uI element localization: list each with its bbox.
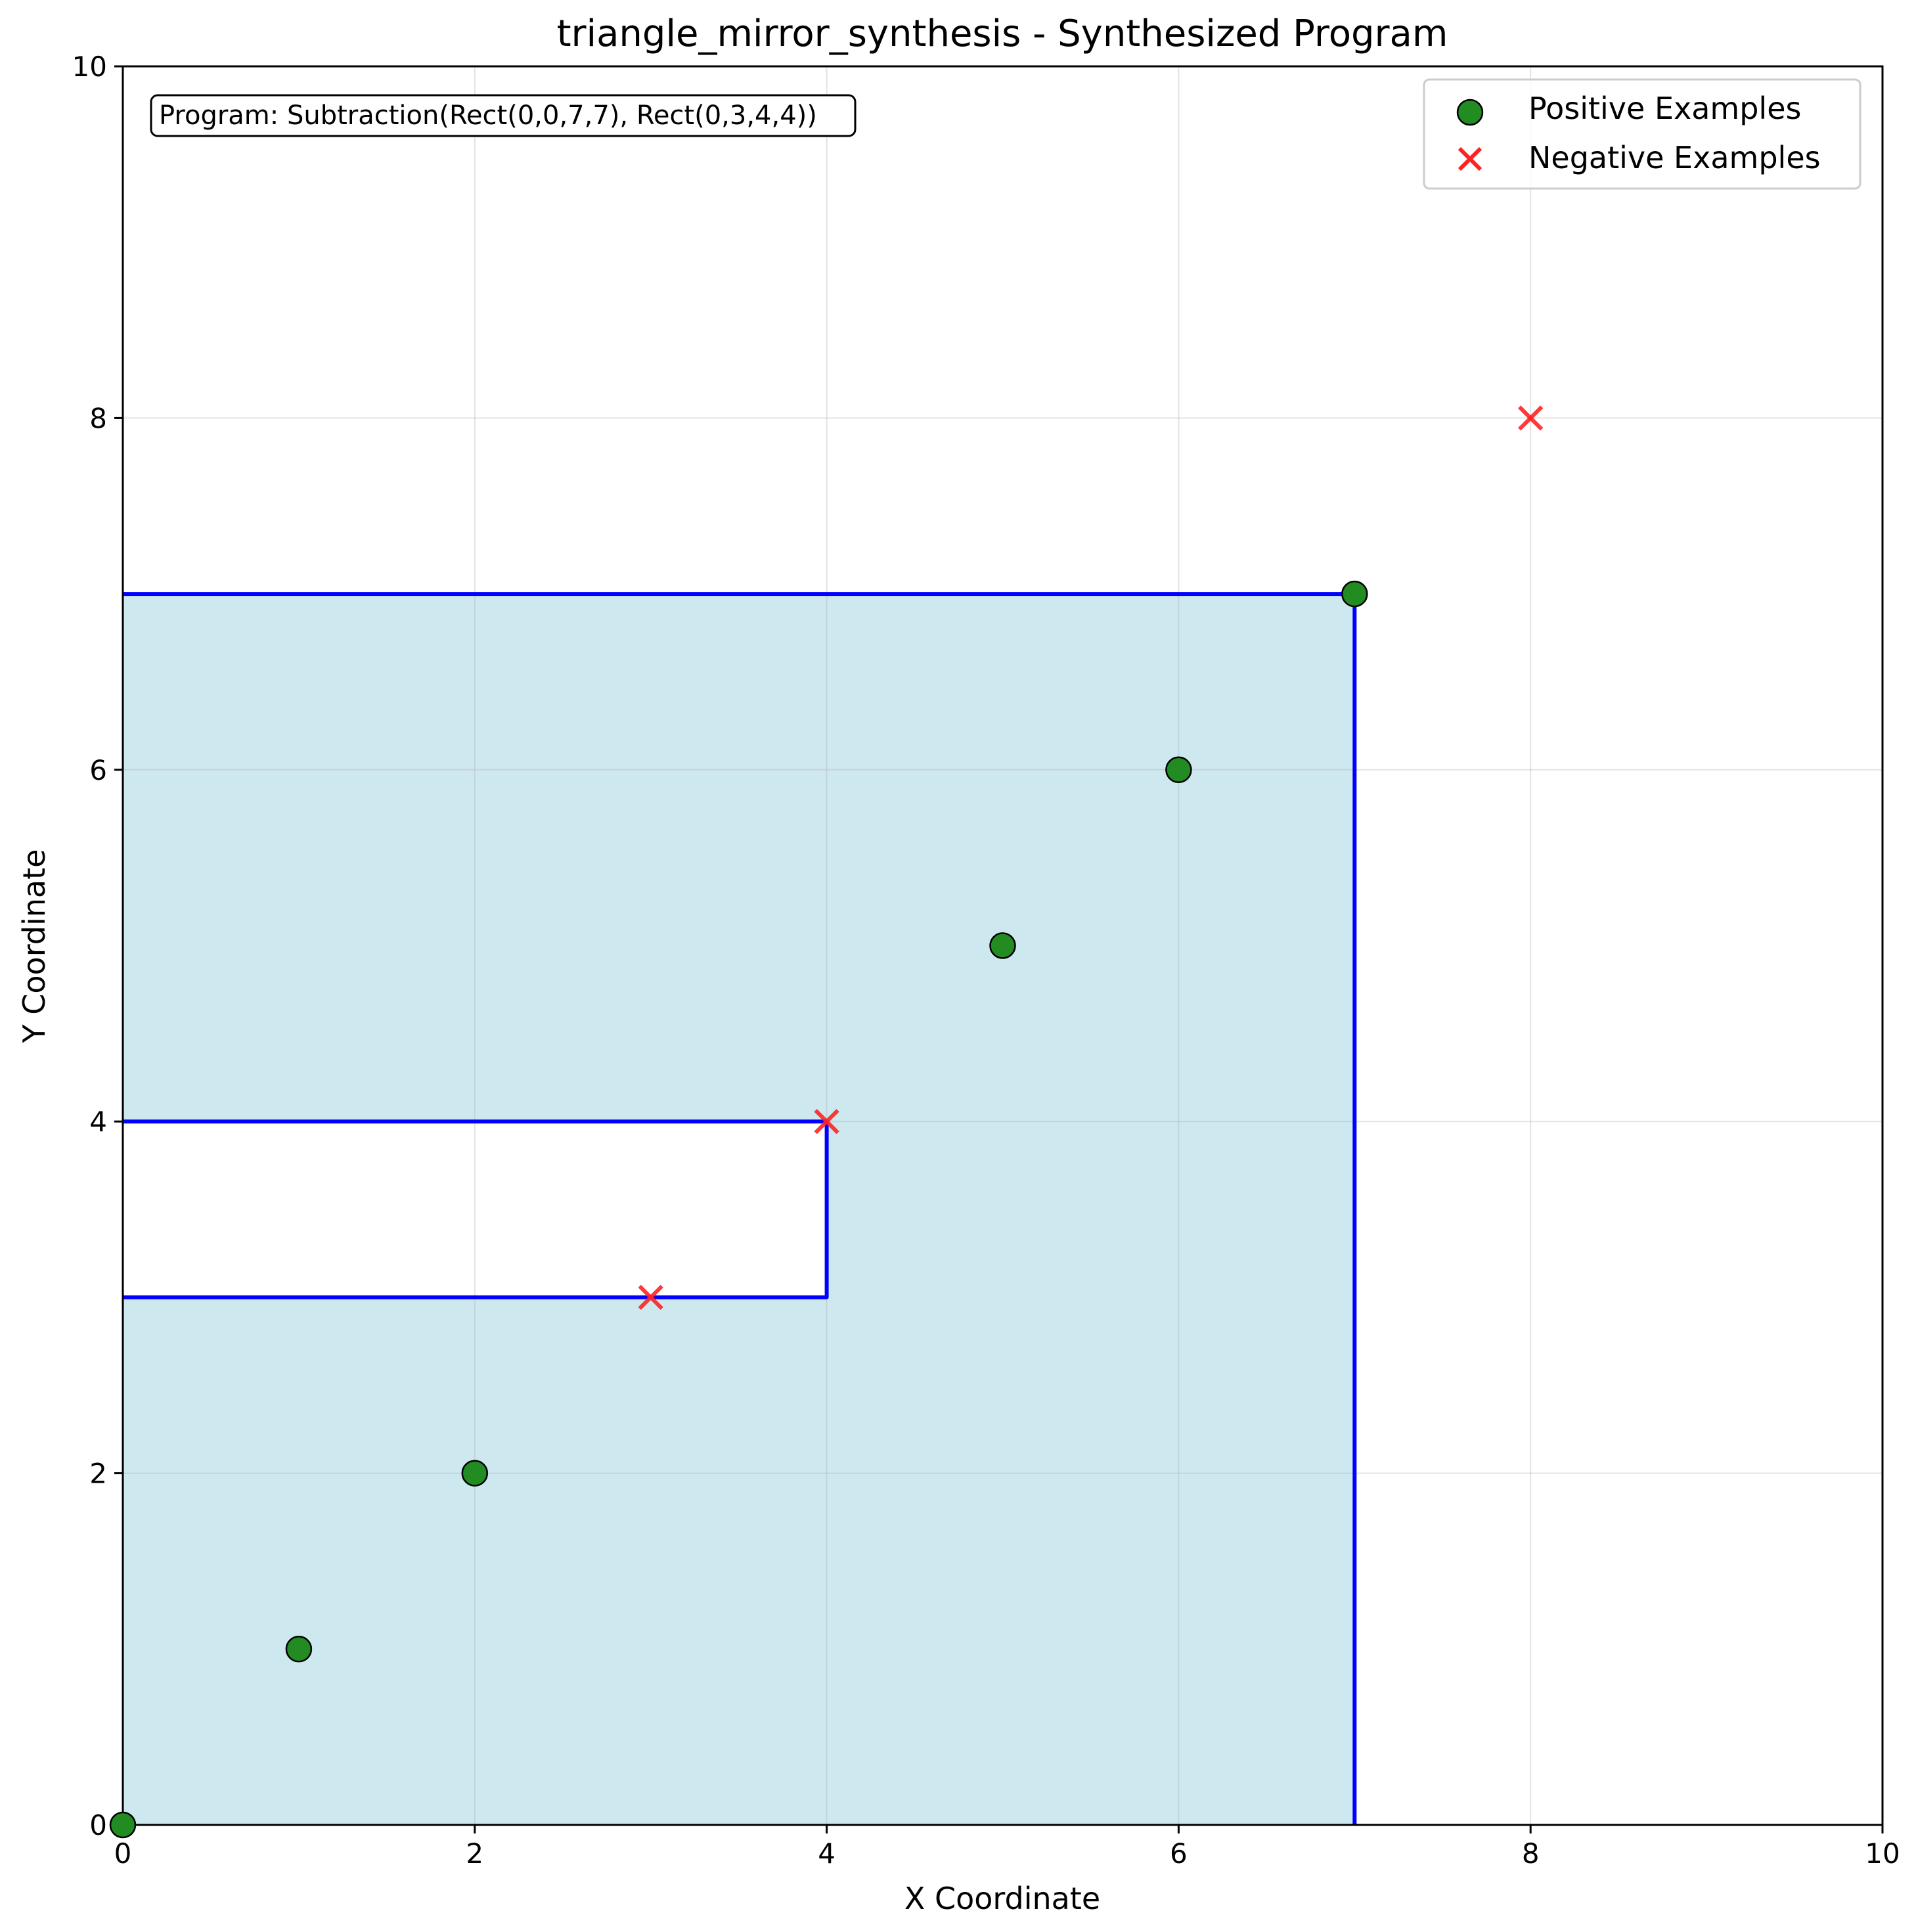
y-tick-label: 10 bbox=[72, 51, 107, 83]
x-tick-label: 8 bbox=[1522, 1837, 1540, 1870]
legend-label-positive: Positive Examples bbox=[1528, 91, 1801, 126]
y-tick-label: 2 bbox=[89, 1458, 107, 1490]
chart-title: triangle_mirror_synthesis - Synthesized … bbox=[557, 12, 1448, 55]
y-tick-label: 4 bbox=[89, 1106, 107, 1138]
positive-point bbox=[285, 1636, 313, 1663]
positive-point bbox=[989, 932, 1016, 959]
x-axis-label: X Coordinate bbox=[904, 1881, 1100, 1916]
negative-point-stroke bbox=[814, 1109, 839, 1134]
region-shape bbox=[123, 594, 1355, 1825]
plot-frame bbox=[122, 65, 1884, 1826]
positive-point bbox=[461, 1460, 489, 1487]
negative-point-stroke bbox=[1518, 405, 1544, 431]
region-fill bbox=[123, 594, 1355, 1825]
legend-marker-positive bbox=[1456, 99, 1484, 126]
y-tick-label: 6 bbox=[89, 754, 107, 786]
program-annotation: Program: Subtraction(Rect(0,0,7,7), Rect… bbox=[159, 101, 817, 131]
negative-point-stroke bbox=[638, 1284, 663, 1311]
x-tick-label: 2 bbox=[466, 1837, 483, 1870]
x-tick-label: 4 bbox=[818, 1837, 835, 1870]
legend: Positive Examples Negative Examples bbox=[1423, 78, 1861, 190]
legend-marker-negative bbox=[1458, 146, 1482, 171]
y-tick-label: 0 bbox=[89, 1809, 107, 1841]
legend-box bbox=[1423, 78, 1861, 190]
annotation-box bbox=[150, 94, 857, 137]
x-tick-label: 0 bbox=[114, 1837, 132, 1870]
axis-ticks: 0 2 4 6 8 10 0 2 4 6 8 10 bbox=[72, 51, 1900, 1870]
positive-point bbox=[109, 1811, 137, 1839]
x-tick-label: 10 bbox=[1865, 1837, 1900, 1870]
y-axis-label: Y Coordinate bbox=[16, 849, 52, 1044]
negative-point bbox=[1518, 405, 1544, 431]
legend-label-negative: Negative Examples bbox=[1528, 140, 1821, 175]
negative-point bbox=[638, 1284, 663, 1311]
positive-point bbox=[1165, 756, 1192, 784]
y-tick-label: 8 bbox=[89, 402, 107, 434]
data-markers bbox=[109, 405, 1544, 1839]
positive-point bbox=[1341, 580, 1368, 608]
x-tick-label: 6 bbox=[1170, 1837, 1188, 1870]
negative-point bbox=[814, 1109, 839, 1134]
